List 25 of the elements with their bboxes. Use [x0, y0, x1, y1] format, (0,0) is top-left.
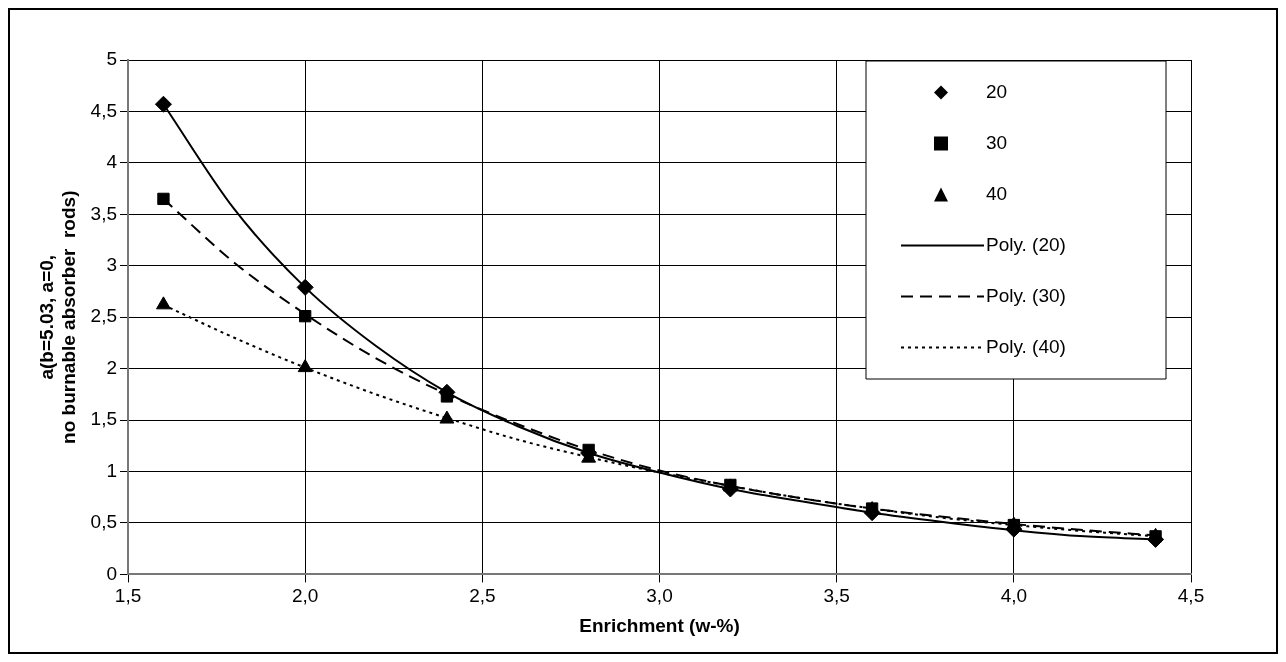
- x-axis-title: Enrichment (w-%): [579, 614, 740, 636]
- x-tick-label: 3,0: [646, 585, 673, 607]
- x-tick-label: 2,5: [469, 585, 496, 607]
- y-tick-label: 0: [106, 562, 118, 584]
- y-tick-label: 3,5: [90, 202, 118, 224]
- legend-label: Poly. (30): [986, 284, 1066, 306]
- legend-label: 20: [986, 80, 1008, 102]
- y-tick-label: 3: [106, 253, 118, 275]
- y-tick-label: 0,5: [90, 511, 118, 533]
- y-tick-label: 4: [106, 151, 118, 173]
- y-tick-label: 1,5: [90, 408, 118, 430]
- legend-label: Poly. (40): [986, 335, 1066, 357]
- y-tick-label: 4,5: [90, 99, 118, 121]
- legend-label: Poly. (20): [986, 233, 1066, 255]
- y-tick-label: 2,5: [90, 305, 118, 327]
- legend-label: 30: [986, 131, 1008, 153]
- y-tick-label: 1: [106, 459, 118, 481]
- y-tick-label: 2: [106, 356, 118, 378]
- x-tick-label: 4,0: [1000, 585, 1028, 607]
- y-tick-label: 5: [106, 48, 118, 70]
- x-tick-label: 2,0: [291, 585, 319, 607]
- x-tick-label: 4,5: [1177, 585, 1205, 607]
- y-axis-title: a(b=5.03, a=0, no burnable absorber rods): [35, 190, 80, 444]
- legend-label: 40: [986, 182, 1008, 204]
- x-tick-label: 3,5: [823, 585, 850, 607]
